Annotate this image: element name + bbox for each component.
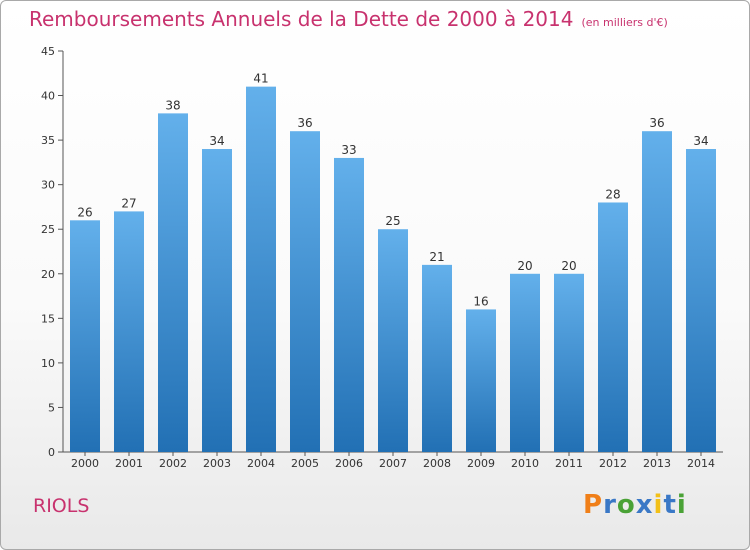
commune-name: RIOLS [33, 495, 90, 517]
bar [466, 309, 496, 452]
x-tick-label: 2006 [335, 457, 363, 470]
chart-title-text: Remboursements Annuels de la Dette de 20… [29, 7, 574, 31]
x-tick-label: 2005 [291, 457, 319, 470]
x-tick-label: 2008 [423, 457, 451, 470]
bar-value-label: 27 [121, 196, 136, 210]
x-tick-label: 2007 [379, 457, 407, 470]
y-tick-label: 20 [41, 268, 55, 281]
x-tick-label: 2009 [467, 457, 495, 470]
x-tick-label: 2001 [115, 457, 143, 470]
bar [554, 273, 584, 452]
x-tick-label: 2010 [511, 457, 539, 470]
x-tick-label: 2002 [159, 457, 187, 470]
bar-value-label: 36 [297, 116, 312, 130]
bar-value-label: 25 [385, 214, 400, 228]
bar [202, 149, 232, 452]
bar [70, 220, 100, 452]
bar-value-label: 16 [473, 294, 488, 308]
bar [114, 211, 144, 452]
bar-value-label: 21 [429, 250, 444, 264]
x-tick-label: 2012 [599, 457, 627, 470]
logo-letter: t [663, 490, 677, 520]
bar [378, 229, 408, 452]
bar [290, 131, 320, 452]
bar-value-label: 36 [649, 116, 664, 130]
x-tick-label: 2000 [71, 457, 99, 470]
y-tick-label: 15 [41, 312, 55, 325]
logo-letter: i [676, 490, 687, 520]
bar-value-label: 34 [693, 134, 708, 148]
y-tick-label: 10 [41, 357, 55, 370]
y-tick-label: 30 [41, 179, 55, 192]
logo-letter: r [603, 490, 617, 520]
y-tick-label: 25 [41, 223, 55, 236]
y-tick-label: 0 [48, 446, 55, 459]
bar [686, 149, 716, 452]
bar-value-label: 33 [341, 143, 356, 157]
bar-value-label: 26 [77, 205, 92, 219]
bar-value-label: 20 [517, 259, 532, 273]
chart-subtitle: (en milliers d'€) [581, 16, 668, 29]
bar [642, 131, 672, 452]
x-tick-label: 2014 [687, 457, 715, 470]
bar [598, 202, 628, 452]
bar-value-label: 38 [165, 98, 180, 112]
y-tick-label: 45 [41, 45, 55, 58]
x-tick-label: 2011 [555, 457, 583, 470]
logo-letter: P [583, 490, 604, 520]
bar-value-label: 20 [561, 259, 576, 273]
bar [510, 273, 540, 452]
y-tick-label: 40 [41, 90, 55, 103]
bar [334, 157, 364, 452]
bar-value-label: 28 [605, 187, 620, 201]
bar [158, 113, 188, 452]
y-tick-label: 35 [41, 134, 55, 147]
bar [246, 86, 276, 453]
x-tick-label: 2003 [203, 457, 231, 470]
logo-letter: x [635, 490, 654, 520]
bar-value-label: 41 [253, 72, 268, 86]
chart-title: Remboursements Annuels de la Dette de 20… [29, 7, 668, 31]
x-tick-label: 2013 [643, 457, 671, 470]
y-tick-label: 5 [48, 401, 55, 414]
bar-value-label: 34 [209, 134, 224, 148]
logo-letter: o [616, 490, 636, 520]
logo-letter: i [653, 490, 664, 520]
proxiti-logo: Proxiti [583, 490, 687, 520]
x-tick-label: 2004 [247, 457, 275, 470]
bar [422, 264, 452, 452]
